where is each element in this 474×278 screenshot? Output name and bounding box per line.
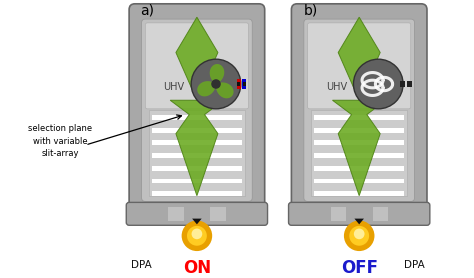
Bar (330, 207, 346, 220)
Polygon shape (176, 17, 218, 100)
Bar (243, 82, 246, 86)
Bar (210, 207, 226, 220)
Circle shape (354, 59, 403, 109)
Text: UHV: UHV (326, 82, 347, 92)
Polygon shape (210, 64, 224, 84)
Bar (152, 140, 242, 145)
Bar (407, 81, 412, 87)
Bar (237, 82, 240, 86)
Bar (314, 153, 404, 158)
Bar (237, 79, 241, 89)
Bar (314, 179, 404, 183)
Bar (152, 179, 242, 183)
Polygon shape (170, 100, 224, 196)
Bar (400, 81, 405, 87)
Circle shape (211, 79, 221, 89)
FancyBboxPatch shape (142, 19, 252, 202)
Circle shape (187, 226, 207, 246)
Bar (152, 153, 242, 158)
Bar (314, 192, 404, 196)
Polygon shape (355, 219, 364, 224)
Text: selection plane
with variable
slit-array: selection plane with variable slit-array (28, 124, 92, 158)
Bar (314, 115, 404, 120)
Text: ON: ON (183, 259, 211, 277)
FancyBboxPatch shape (289, 202, 430, 225)
Polygon shape (192, 219, 201, 224)
Bar (152, 128, 242, 133)
FancyBboxPatch shape (292, 4, 427, 211)
Circle shape (182, 220, 212, 251)
Text: a): a) (140, 3, 154, 17)
Text: OFF: OFF (341, 259, 378, 277)
Circle shape (191, 59, 241, 109)
Circle shape (349, 226, 369, 246)
FancyBboxPatch shape (304, 19, 415, 202)
Circle shape (191, 229, 202, 239)
Bar (168, 207, 183, 220)
FancyBboxPatch shape (126, 202, 267, 225)
Bar (152, 192, 242, 196)
Text: DPA: DPA (404, 260, 425, 270)
FancyBboxPatch shape (129, 4, 264, 211)
Text: b): b) (304, 3, 318, 17)
Polygon shape (216, 82, 234, 98)
Bar (152, 115, 242, 120)
Bar (314, 140, 404, 145)
Text: DPA: DPA (131, 260, 152, 270)
Bar (152, 166, 242, 171)
Bar (314, 128, 404, 133)
Bar (311, 110, 407, 196)
Bar (242, 79, 246, 89)
Bar (149, 110, 245, 196)
Circle shape (354, 229, 365, 239)
Polygon shape (332, 100, 386, 196)
FancyBboxPatch shape (146, 23, 248, 109)
Polygon shape (197, 81, 216, 96)
Text: UHV: UHV (164, 82, 184, 92)
Bar (373, 207, 388, 220)
Circle shape (344, 220, 374, 251)
Bar (314, 166, 404, 171)
Polygon shape (338, 17, 380, 100)
FancyBboxPatch shape (308, 23, 411, 109)
